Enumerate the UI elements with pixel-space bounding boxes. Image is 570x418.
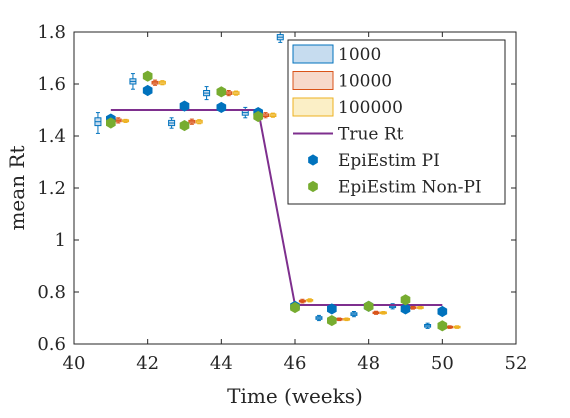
boxplot-10000 [262,112,270,119]
ticks-layer: 40 42 44 46 48 50 52 0.6 0.8 1 1.2 1.4 1.6 1.8 [37,22,527,374]
y-tick-label: 1.2 [37,178,66,199]
legend-box [287,39,506,205]
boxplot-100000 [195,119,203,125]
boxplot-1000 [94,112,102,134]
x-axis-title: Time (weeks) [227,384,363,408]
legend-label: 100000 [338,98,403,118]
y-tick-label: 1 [55,230,66,251]
boxplot-10000 [188,118,196,125]
legend-swatch [292,71,334,90]
boxplot-100000 [306,298,314,303]
y-tick-label: 1.4 [37,126,66,147]
epiestim-non-pi-point [106,117,116,129]
legend-items: 1000 10000 100000 True Rt EpiEstim PI EpiEsti… [292,44,482,198]
x-tick-label: 40 [63,353,86,374]
boxplot-10000 [151,79,159,86]
boxplot-1000 [241,106,249,119]
legend: 1000 10000 100000 True Rt EpiEstim PI EpiEsti… [287,39,506,205]
legend-item-epiestim-pi: EpiEstim PI [308,151,440,171]
boxplot-1000 [424,322,432,329]
boxplot-1000 [350,311,358,318]
boxplot-10000 [409,305,417,310]
y-axis-title: mean Rt [5,145,29,230]
x-tick-label: 42 [136,353,159,374]
boxplot-1000 [315,314,323,322]
epiestim-non-pi-point [253,110,263,123]
y-tick-label: 0.8 [37,282,66,303]
boxplot-10000 [335,317,343,322]
epiestim-pi-point [437,305,448,318]
epiestim-pi-point [142,84,153,97]
boxplot-1000 [203,86,211,101]
boxplot-10000 [298,298,306,304]
boxplot-1000 [129,73,137,90]
x-tick-label: 48 [357,353,380,374]
boxplot-1000 [389,303,397,310]
epiestim-non-pi-point [437,320,448,332]
legend-item-true-rt: True Rt [293,125,404,145]
epiestim-pi-point [179,100,190,112]
boxplot-100000 [416,305,424,310]
legend-item-1000: 1000 [292,44,381,65]
y-tick-label: 0.6 [37,334,66,355]
legend-swatch [292,97,334,117]
legend-swatch-marker [308,180,318,193]
boxplot-100000 [122,118,130,123]
legend-label: True Rt [338,125,404,145]
x-tick-label: 44 [210,353,233,374]
boxplot-100000 [343,317,351,322]
marks-layer [94,31,461,332]
boxplot-10000 [372,310,380,315]
boxplot-10000 [446,325,454,329]
x-tick-label: 50 [431,353,454,374]
boxplot-100000 [232,90,240,96]
epiestim-pi-point [400,303,411,315]
legend-label: 1000 [338,45,381,65]
legend-label: 10000 [338,72,392,92]
boxplot-10000 [225,90,233,97]
x-tick-label: 46 [284,353,307,374]
legend-label: EpiEstim PI [338,151,440,171]
y-tick-label: 1.6 [37,74,66,95]
boxplot-1000 [276,31,284,43]
boxplot-100000 [269,112,277,118]
y-tick-label: 1.8 [37,22,66,43]
boxplot-10000 [114,117,122,124]
boxplot-100000 [379,311,387,315]
boxplot-100000 [453,325,461,329]
epiestim-non-pi-point [179,120,190,132]
epiestim-pi-point [327,303,337,315]
epiestim-non-pi-point [290,302,300,314]
epiestim-pi-point [216,101,227,113]
boxplot-1000 [168,117,176,129]
legend-item-100000: 100000 [292,97,403,118]
epiestim-non-pi-point [363,300,374,312]
legend-swatch [292,44,334,64]
boxplot-100000 [158,80,166,86]
legend-label: EpiEstim Non-PI [338,178,482,198]
epiestim-non-pi-point [142,70,153,82]
legend-item-epiestim-non-pi: EpiEstim Non-PI [308,178,482,198]
epiestim-non-pi-point [216,86,227,98]
epiestim-non-pi-point [327,315,337,327]
epiestim-non-pi-point [400,294,411,306]
legend-swatch-marker [308,154,318,166]
x-tick-label: 52 [505,353,528,374]
legend-item-10000: 10000 [292,71,392,92]
